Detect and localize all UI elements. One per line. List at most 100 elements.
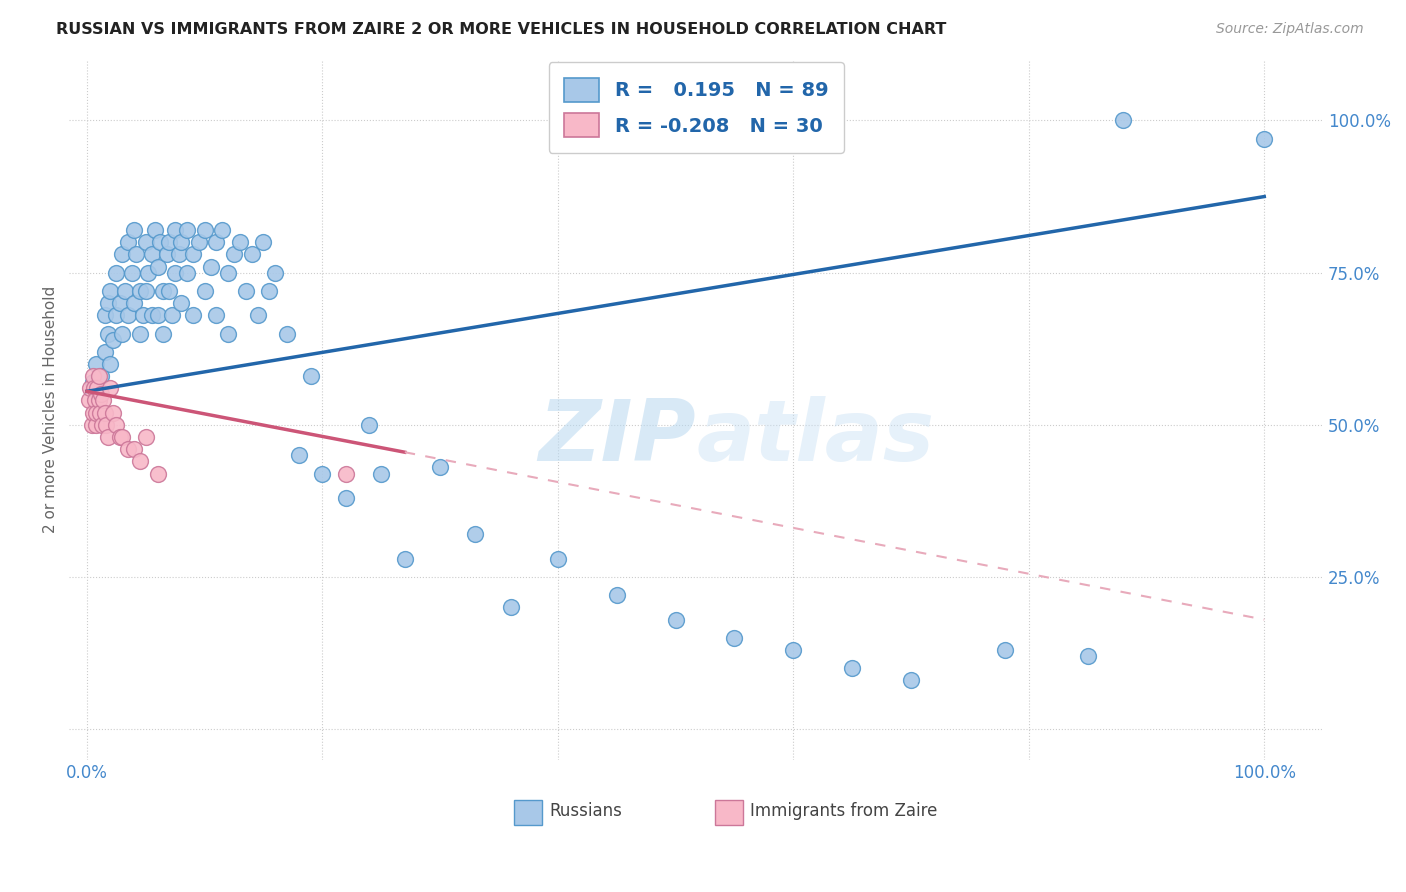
Point — [114, 284, 136, 298]
Point — [135, 284, 157, 298]
Point — [181, 247, 204, 261]
Point — [146, 308, 169, 322]
Point — [152, 326, 174, 341]
Point — [152, 284, 174, 298]
Point — [370, 467, 392, 481]
Point — [149, 235, 172, 250]
Point — [240, 247, 263, 261]
Point — [136, 266, 159, 280]
Point — [160, 308, 183, 322]
Point — [86, 381, 108, 395]
Point — [128, 284, 150, 298]
Point — [101, 333, 124, 347]
Point — [105, 266, 128, 280]
Point — [167, 247, 190, 261]
Point — [359, 417, 381, 432]
Point — [900, 673, 922, 688]
Point — [105, 417, 128, 432]
Point — [79, 381, 101, 395]
Point — [222, 247, 245, 261]
FancyBboxPatch shape — [716, 799, 742, 825]
Point — [100, 381, 122, 395]
Point — [122, 223, 145, 237]
Text: Immigrants from Zaire: Immigrants from Zaire — [751, 802, 938, 820]
Point — [125, 247, 148, 261]
Point — [108, 296, 131, 310]
Point — [211, 223, 233, 237]
Point — [143, 223, 166, 237]
FancyBboxPatch shape — [515, 799, 541, 825]
Legend: R =   0.195   N = 89, R = -0.208   N = 30: R = 0.195 N = 89, R = -0.208 N = 30 — [548, 62, 844, 153]
Point — [91, 417, 114, 432]
Point — [84, 406, 107, 420]
Point — [165, 266, 187, 280]
Point — [82, 406, 104, 420]
Point — [97, 296, 120, 310]
Point — [994, 643, 1017, 657]
Point — [111, 430, 134, 444]
Point — [89, 406, 111, 420]
Point — [252, 235, 274, 250]
Point — [93, 393, 115, 408]
Point — [246, 308, 269, 322]
Point — [132, 308, 155, 322]
Point — [83, 381, 105, 395]
Point — [141, 247, 163, 261]
Point — [122, 442, 145, 457]
Point — [1253, 132, 1275, 146]
Point — [200, 260, 222, 274]
Point — [547, 551, 569, 566]
Text: ZIP: ZIP — [538, 396, 696, 479]
Point — [100, 284, 122, 298]
Text: Source: ZipAtlas.com: Source: ZipAtlas.com — [1216, 22, 1364, 37]
Point — [782, 643, 804, 657]
Point — [335, 491, 357, 505]
Point — [135, 430, 157, 444]
Point — [77, 393, 100, 408]
Point — [181, 308, 204, 322]
Point — [84, 357, 107, 371]
Point — [259, 284, 281, 298]
Point — [108, 430, 131, 444]
Point — [90, 387, 112, 401]
Point — [93, 406, 115, 420]
Point — [499, 600, 522, 615]
Text: RUSSIAN VS IMMIGRANTS FROM ZAIRE 2 OR MORE VEHICLES IN HOUSEHOLD CORRELATION CHA: RUSSIAN VS IMMIGRANTS FROM ZAIRE 2 OR MO… — [56, 22, 946, 37]
Point — [82, 369, 104, 384]
Point — [464, 527, 486, 541]
Point — [176, 223, 198, 237]
Point — [157, 235, 180, 250]
Point — [87, 369, 110, 384]
Point — [217, 326, 239, 341]
Point — [194, 223, 217, 237]
Text: Russians: Russians — [550, 802, 623, 820]
Point — [664, 613, 686, 627]
Text: atlas: atlas — [696, 396, 935, 479]
Point — [117, 235, 139, 250]
Point — [87, 393, 110, 408]
Point — [141, 308, 163, 322]
Point — [100, 357, 122, 371]
Point — [97, 430, 120, 444]
Point — [176, 266, 198, 280]
Point — [117, 442, 139, 457]
Point — [606, 588, 628, 602]
Point — [87, 387, 110, 401]
Point — [82, 375, 104, 389]
Point — [165, 223, 187, 237]
Point — [94, 417, 117, 432]
Point — [156, 247, 179, 261]
Point — [1112, 113, 1135, 128]
Point — [97, 326, 120, 341]
Point — [311, 467, 333, 481]
Point — [122, 296, 145, 310]
Point — [146, 467, 169, 481]
Point — [276, 326, 298, 341]
Point — [335, 467, 357, 481]
Point — [194, 284, 217, 298]
Point — [235, 284, 257, 298]
Point — [205, 235, 228, 250]
Point — [217, 266, 239, 280]
Point — [90, 369, 112, 384]
Point — [84, 393, 107, 408]
